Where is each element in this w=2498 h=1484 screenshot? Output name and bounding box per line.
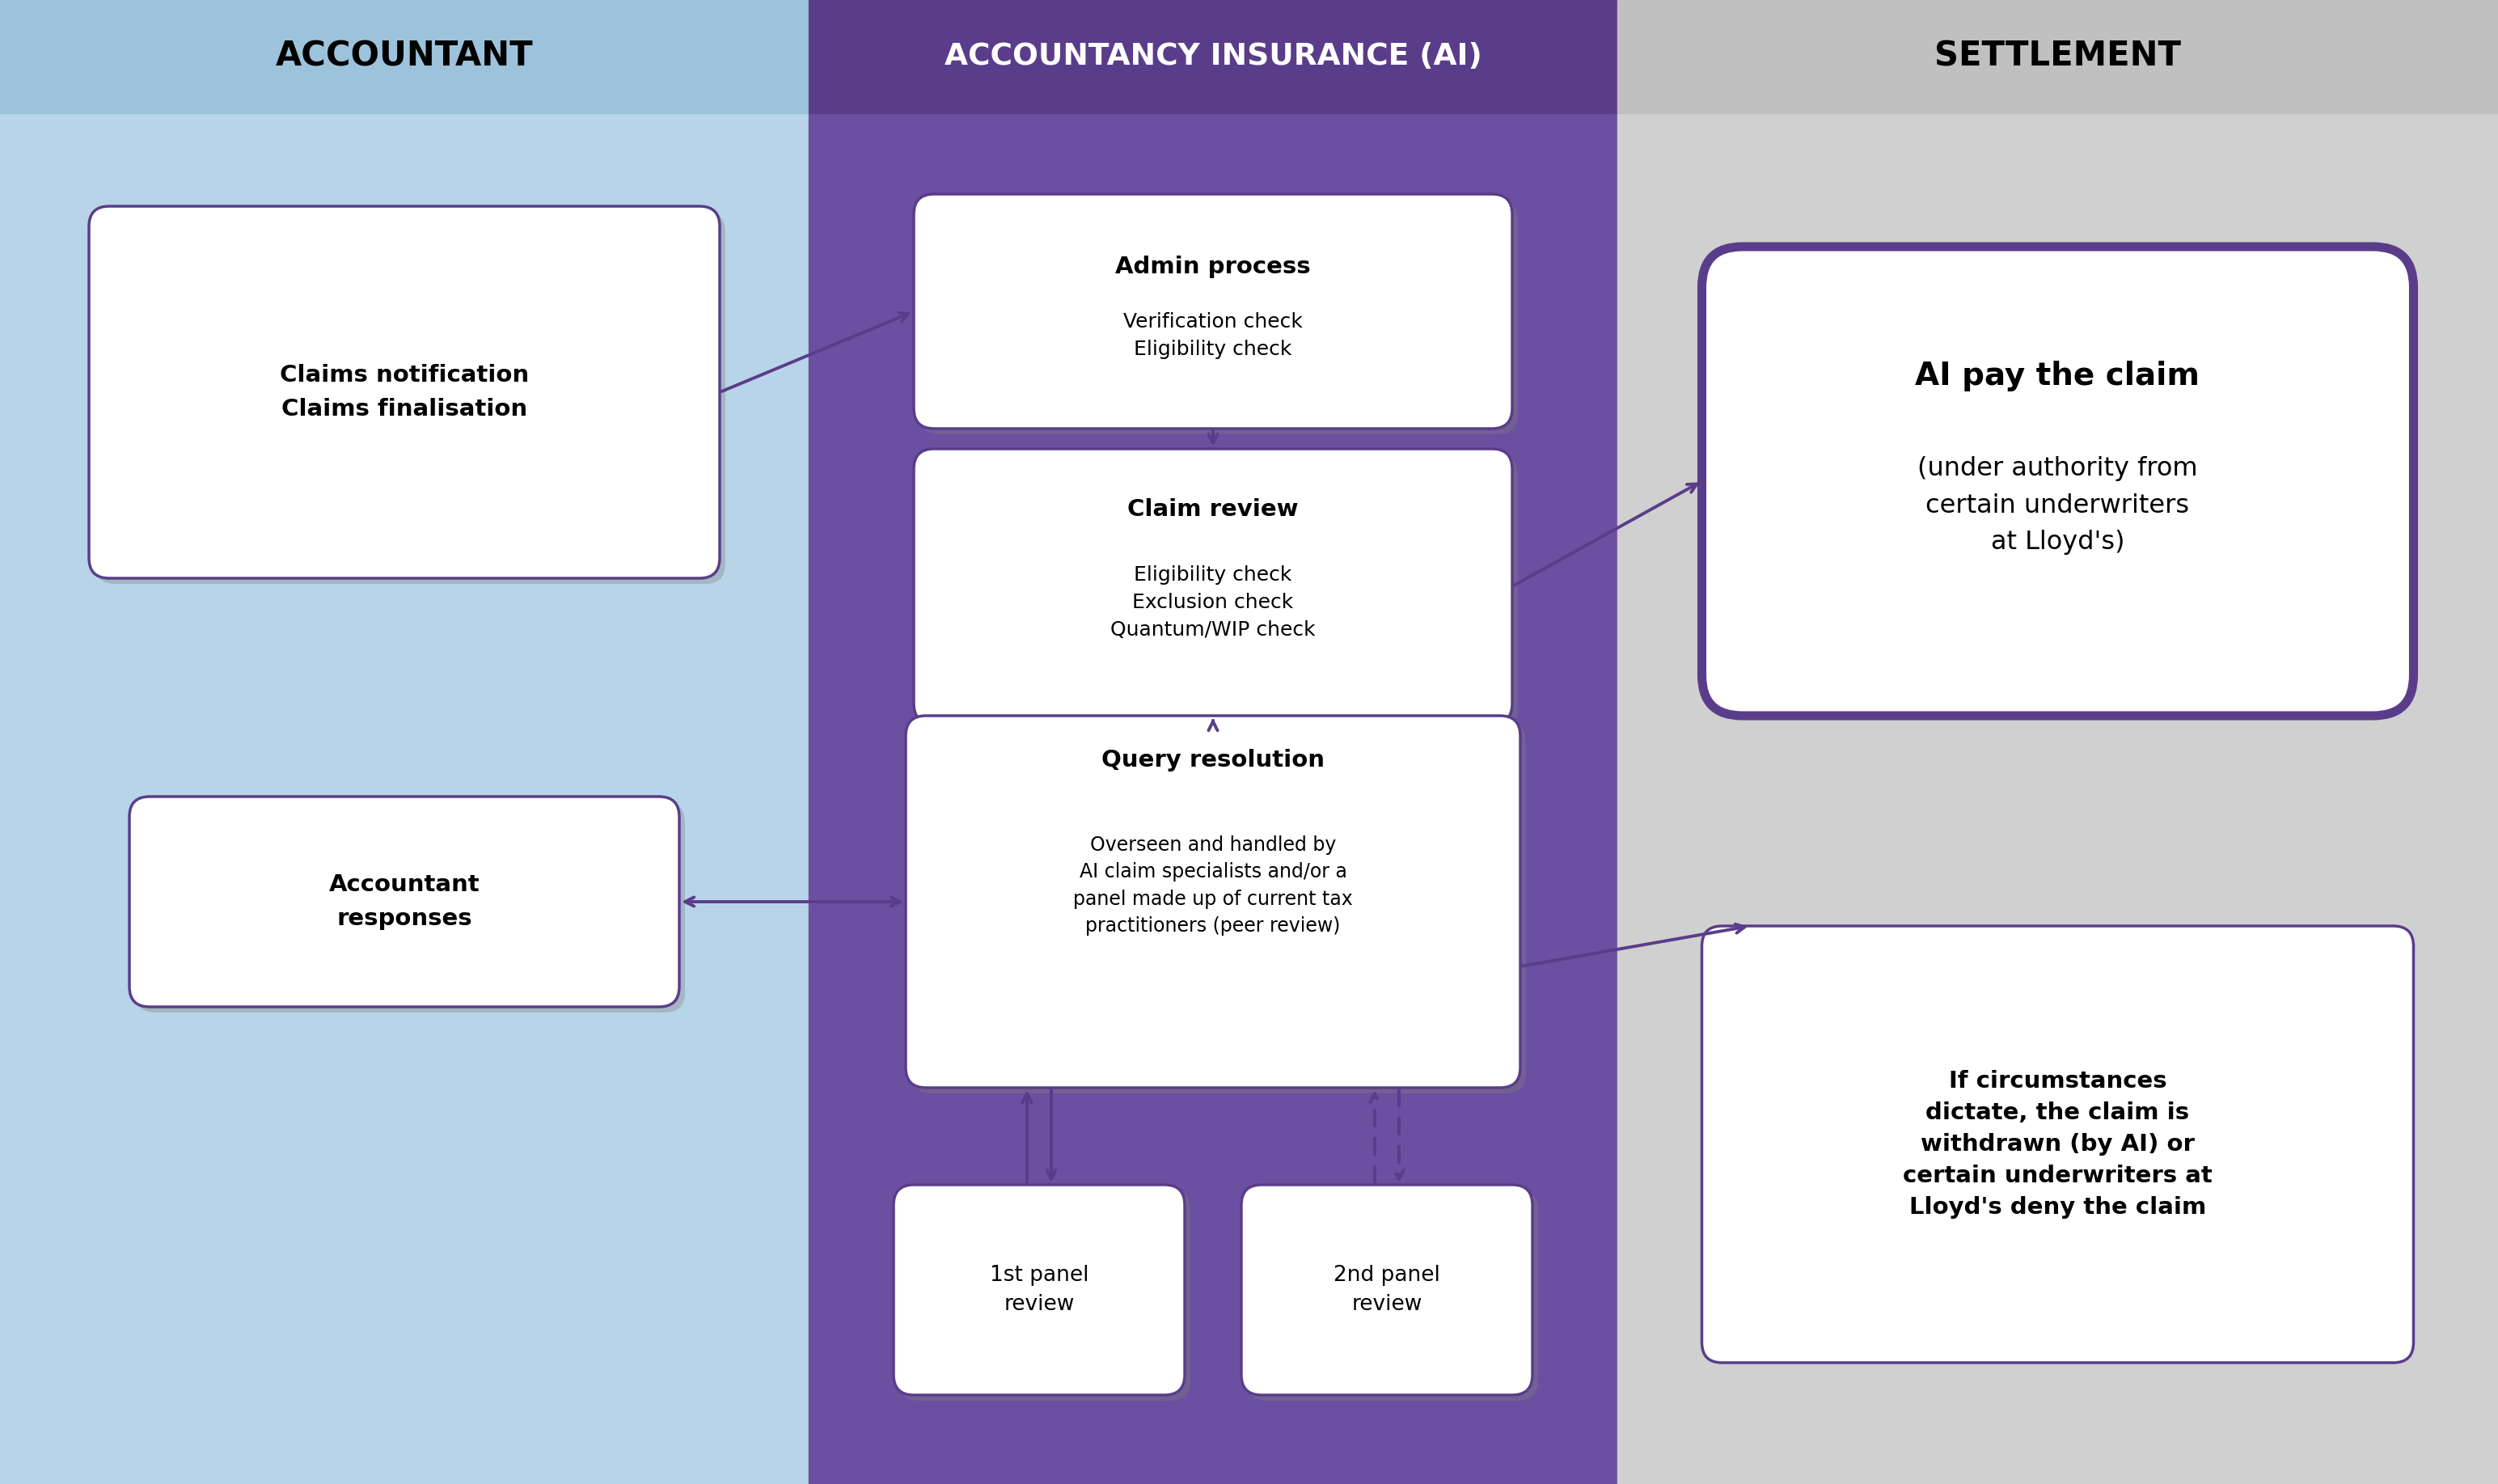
FancyBboxPatch shape xyxy=(907,715,1521,1088)
FancyBboxPatch shape xyxy=(1242,1184,1531,1395)
FancyBboxPatch shape xyxy=(90,206,719,579)
Text: (under authority from
certain underwriters
at Lloyd's): (under authority from certain underwrite… xyxy=(1918,456,2198,555)
Text: SETTLEMENT: SETTLEMENT xyxy=(1933,40,2181,74)
Text: ACCOUNTANT: ACCOUNTANT xyxy=(275,40,532,74)
Text: If circumstances
dictate, the claim is
withdrawn (by AI) or
certain underwriters: If circumstances dictate, the claim is w… xyxy=(1903,1070,2213,1218)
Text: 2nd panel
review: 2nd panel review xyxy=(1334,1264,1441,1315)
Text: ACCOUNTANCY INSURANCE (AI): ACCOUNTANCY INSURANCE (AI) xyxy=(944,42,1481,71)
Text: 1st panel
review: 1st panel review xyxy=(989,1264,1089,1315)
Text: Claim review: Claim review xyxy=(1127,499,1299,521)
Bar xyxy=(0,113,809,1484)
Text: Claims notification
Claims finalisation: Claims notification Claims finalisation xyxy=(280,364,530,420)
Text: AI pay the claim: AI pay the claim xyxy=(1916,361,2201,392)
FancyBboxPatch shape xyxy=(130,797,679,1006)
FancyBboxPatch shape xyxy=(1701,246,2413,715)
Bar xyxy=(809,113,1616,1484)
Text: Eligibility check
Exclusion check
Quantum/WIP check: Eligibility check Exclusion check Quantu… xyxy=(1112,565,1316,640)
FancyBboxPatch shape xyxy=(135,803,684,1012)
FancyBboxPatch shape xyxy=(1701,926,2413,1362)
FancyBboxPatch shape xyxy=(894,1184,1184,1395)
Text: Overseen and handled by
AI claim specialists and/or a
panel made up of current t: Overseen and handled by AI claim special… xyxy=(1074,835,1354,936)
Bar xyxy=(1616,113,2498,1484)
Text: Accountant
responses: Accountant responses xyxy=(330,874,480,929)
FancyBboxPatch shape xyxy=(912,721,1526,1094)
FancyBboxPatch shape xyxy=(1247,1190,1539,1401)
FancyBboxPatch shape xyxy=(914,194,1511,429)
FancyBboxPatch shape xyxy=(914,448,1511,724)
FancyBboxPatch shape xyxy=(95,212,724,583)
Bar xyxy=(1616,0,2498,113)
FancyBboxPatch shape xyxy=(899,1190,1192,1401)
FancyBboxPatch shape xyxy=(919,200,1519,435)
Text: Verification check
Eligibility check: Verification check Eligibility check xyxy=(1124,312,1304,359)
Bar xyxy=(0,0,809,113)
FancyBboxPatch shape xyxy=(919,454,1519,730)
Text: Admin process: Admin process xyxy=(1114,255,1311,278)
Bar xyxy=(809,0,1616,113)
Text: Query resolution: Query resolution xyxy=(1102,749,1324,772)
